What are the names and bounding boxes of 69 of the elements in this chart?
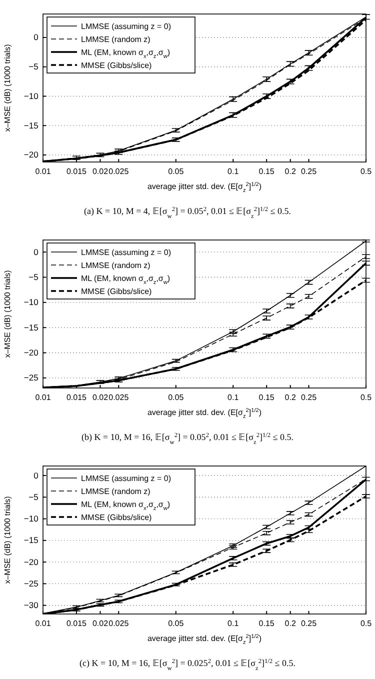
x-tick-label: 0.2: [284, 166, 296, 176]
x-tick-label: 0.025: [108, 166, 130, 176]
x-axis-title: average jitter std. dev. (E[σ$_{z}$$^{2}$]$^{1/2}$): [147, 181, 262, 194]
x-tick-label: 0.25: [300, 392, 318, 402]
x-tick-label: 0.05: [168, 166, 184, 176]
y-tick-label: −20: [24, 347, 39, 358]
x-tick-label: 0.05: [168, 618, 184, 628]
y-axis-title: x–MSE (dB) (1000 trials): [3, 496, 12, 584]
y-tick-label: −10: [24, 90, 39, 101]
legend-label: MMSE (Gibbs/slice): [81, 513, 152, 522]
x-tick-label: 0.015: [66, 618, 88, 628]
legend-label: ML (EM, known σ$_{x}$,σ$_{z}$,σ$_{w}$): [81, 500, 170, 512]
legend-label: LMMSE (random z): [81, 261, 151, 270]
legend-label: LMMSE (assuming z = 0): [81, 22, 172, 31]
legend-label: ML (EM, known σ$_{x}$,σ$_{z}$,σ$_{w}$): [81, 48, 170, 60]
y-tick-label: −5: [28, 62, 39, 72]
legend-label: MMSE (Gibbs/slice): [81, 61, 152, 70]
y-tick-label: −15: [24, 322, 39, 332]
x-tick-label: 0.5: [360, 166, 372, 176]
x-tick-label: 0.025: [108, 618, 130, 628]
legend-label: LMMSE (assuming z = 0): [81, 248, 172, 257]
y-axis-title: x–MSE (dB) (1000 trials): [3, 270, 12, 358]
y-tick-label: −25: [24, 578, 39, 588]
x-tick-label: 0.5: [360, 392, 372, 402]
x-tick-label: 0.25: [300, 166, 318, 176]
x-tick-label: 0.15: [258, 618, 275, 628]
x-tick-label: 0.05: [168, 392, 184, 402]
y-tick-label: 0: [34, 32, 39, 42]
x-tick-label: 0.01: [35, 392, 52, 402]
y-tick-label: −5: [28, 272, 39, 282]
y-tick-label: −15: [24, 120, 39, 130]
x-axis-title: average jitter std. dev. (E[σ$_{z}$$^{2}$]$^{1/2}$): [147, 407, 262, 420]
legend-label: LMMSE (assuming z = 0): [81, 474, 172, 483]
x-tick-label: 0.01: [35, 618, 52, 628]
x-tick-label: 0.015: [66, 166, 88, 176]
y-tick-label: 0: [34, 246, 39, 257]
text: (a) K = 10, M = 4, 𝔼[σ$_{w}$$^{2}$] = 0.05$^{2}$, 0.01 ≤ 𝔼[σ$_{z}$$^{2}$]$^{1/2}$ ≤ 0.5.: [84, 206, 291, 220]
x-tick-label: 0.015: [66, 392, 88, 402]
x-tick-label: 0.1: [228, 392, 240, 402]
text: (c) K = 10, M = 16, 𝔼[σ$_{w}$$^{2}$] = 0.025$^{2}$, 0.01 ≤ 𝔼[σ$_{z}$$^{2}$]$^{1/2}$ ≤ 0.5.: [80, 658, 296, 672]
x-tick-label: 0.02: [92, 392, 109, 402]
legend-label: LMMSE (random z): [81, 35, 151, 44]
y-tick-label: 0: [34, 470, 39, 480]
y-tick-label: −10: [24, 514, 39, 524]
y-tick-label: −5: [28, 492, 39, 502]
x-tick-label: 0.15: [258, 166, 275, 176]
x-axis-title: average jitter std. dev. (E[σ$_{z}$$^{2}$]$^{1/2}$): [147, 633, 262, 646]
x-tick-label: 0.15: [258, 392, 275, 402]
legend-label: ML (EM, known σ$_{x}$,σ$_{z}$,σ$_{w}$): [81, 274, 170, 286]
y-tick-label: −10: [24, 297, 39, 308]
x-tick-label: 0.2: [284, 618, 296, 628]
x-tick-label: 0.02: [92, 166, 109, 176]
x-tick-label: 0.01: [35, 166, 52, 176]
y-tick-label: −20: [24, 150, 39, 160]
legend-label: LMMSE (random z): [81, 487, 151, 496]
y-tick-label: −25: [24, 372, 39, 383]
y-tick-label: −20: [24, 556, 39, 567]
y-tick-label: −30: [24, 600, 39, 610]
x-tick-label: 0.5: [360, 618, 372, 628]
x-tick-label: 0.25: [300, 618, 318, 628]
legend-label: MMSE (Gibbs/slice): [81, 287, 152, 296]
x-tick-label: 0.02: [92, 618, 109, 628]
x-tick-label: 0.025: [108, 392, 130, 402]
y-tick-label: −15: [24, 535, 39, 546]
x-tick-label: 0.1: [228, 166, 240, 176]
text: (b) K = 10, M = 16, 𝔼[σ$_{w}$$^{2}$] = 0.05$^{2}$, 0.01 ≤ 𝔼[σ$_{z}$$^{2}$]$^{1/2}$ ≤ 0.5.: [82, 432, 294, 446]
x-tick-label: 0.1: [228, 618, 240, 628]
x-tick-label: 0.2: [284, 392, 296, 402]
y-axis-title: x–MSE (dB) (1000 trials): [3, 44, 12, 132]
